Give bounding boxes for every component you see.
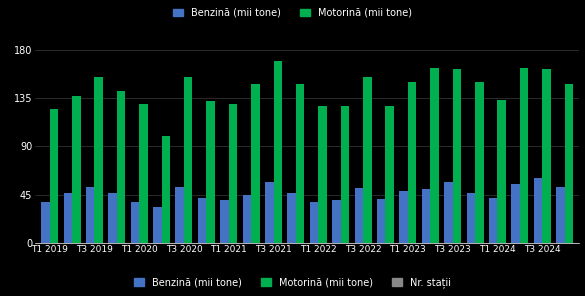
Bar — [86, 187, 94, 243]
Bar — [318, 106, 327, 243]
Bar — [176, 187, 184, 243]
Bar — [207, 102, 215, 243]
Bar — [64, 194, 72, 243]
Bar — [41, 202, 50, 243]
Bar — [108, 194, 117, 243]
Bar — [475, 82, 484, 243]
Bar — [265, 182, 274, 243]
Bar — [408, 82, 417, 243]
Bar — [72, 96, 81, 243]
Bar — [221, 200, 229, 243]
Bar — [430, 68, 439, 243]
Bar — [377, 199, 386, 243]
Legend: Benzină (mii tone), Motorină (mii tone), Nr. stații: Benzină (mii tone), Motorină (mii tone),… — [135, 277, 450, 288]
Bar — [363, 77, 371, 243]
Bar — [453, 69, 461, 243]
Bar — [130, 202, 139, 243]
Bar — [511, 184, 520, 243]
Bar — [386, 106, 394, 243]
Bar — [310, 202, 318, 243]
Bar — [534, 178, 542, 243]
Bar — [229, 104, 238, 243]
Legend: Benzină (mii tone), Motorină (mii tone): Benzină (mii tone), Motorină (mii tone) — [173, 8, 412, 18]
Bar — [444, 182, 453, 243]
Bar — [466, 194, 475, 243]
Bar — [556, 187, 565, 243]
Bar — [355, 188, 363, 243]
Bar — [184, 77, 192, 243]
Bar — [340, 106, 349, 243]
Bar — [542, 69, 550, 243]
Bar — [243, 194, 251, 243]
Bar — [287, 194, 296, 243]
Bar — [251, 84, 260, 243]
Bar — [520, 68, 528, 243]
Bar — [497, 100, 506, 243]
Bar — [489, 198, 497, 243]
Bar — [565, 84, 573, 243]
Bar — [400, 191, 408, 243]
Bar — [94, 77, 103, 243]
Bar — [274, 61, 282, 243]
Bar — [139, 104, 148, 243]
Bar — [153, 207, 161, 243]
Bar — [332, 200, 340, 243]
Bar — [422, 189, 430, 243]
Bar — [296, 84, 304, 243]
Bar — [198, 198, 207, 243]
Bar — [161, 136, 170, 243]
Bar — [117, 91, 125, 243]
Bar — [50, 109, 58, 243]
